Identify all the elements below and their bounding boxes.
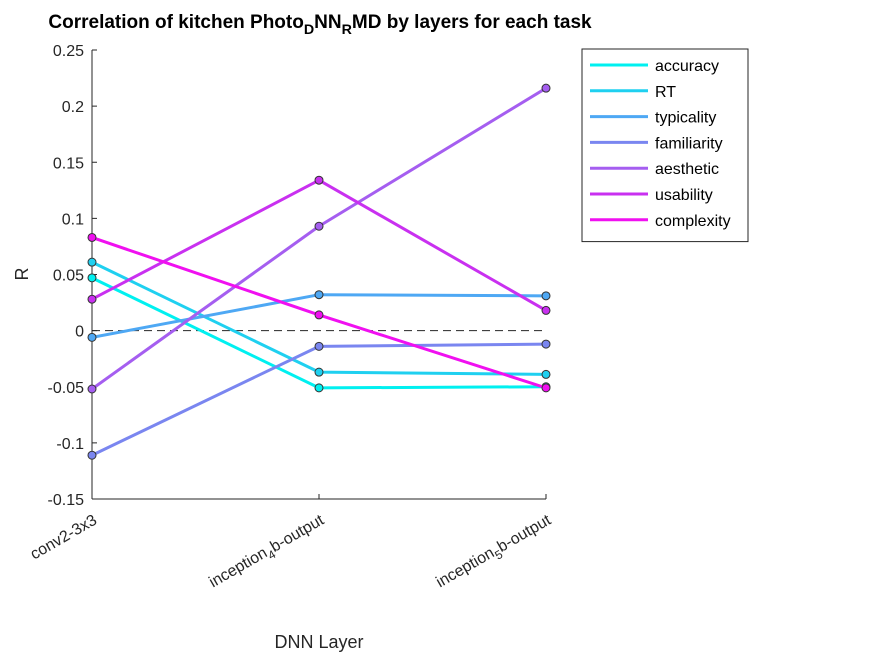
y-tick-label: 0.15 <box>53 155 84 172</box>
legend-label: complexity <box>655 213 731 230</box>
series-familiarity <box>87 339 551 460</box>
y-axis-label: R <box>12 268 32 281</box>
data-point <box>314 221 324 231</box>
data-point <box>87 257 97 267</box>
series-usability <box>87 175 551 315</box>
data-point <box>314 175 324 185</box>
data-point <box>541 83 551 93</box>
legend: accuracy RT typicality familiarity aesthetic… <box>581 48 749 243</box>
legend-item: complexity <box>590 213 731 230</box>
data-point <box>87 332 97 342</box>
x-axis-label: DNN Layer <box>274 632 363 652</box>
y-tick-label: -0.05 <box>48 380 85 397</box>
legend-label: familiarity <box>655 135 723 152</box>
data-point <box>87 273 97 283</box>
series-complexity <box>87 232 551 393</box>
legend-item: accuracy <box>590 58 719 75</box>
legend-item: familiarity <box>590 135 723 152</box>
series-line <box>91 342 547 457</box>
legend-label: RT <box>655 84 676 101</box>
chart-title: Correlation of kitchen PhotoDNNRMD by la… <box>48 12 592 38</box>
data-point <box>541 291 551 301</box>
y-tick-label: 0 <box>75 324 84 341</box>
data-point <box>314 383 324 393</box>
y-tick-label: -0.15 <box>48 492 85 509</box>
data-point <box>87 384 97 394</box>
series-RT <box>87 257 551 379</box>
x-tick-label: inception4b-output <box>206 511 329 594</box>
y-tick-label: 0.05 <box>53 268 84 285</box>
data-point <box>87 232 97 242</box>
y-tick-label: 0.25 <box>53 43 84 60</box>
data-point <box>314 290 324 300</box>
y-tick-label: 0.2 <box>62 99 84 116</box>
legend-label: accuracy <box>655 58 719 75</box>
legend-item: usability <box>590 187 713 204</box>
legend-box <box>581 48 749 243</box>
series-typicality <box>87 290 551 342</box>
data-point <box>314 310 324 320</box>
legend-item: RT <box>590 84 676 101</box>
series-aesthetic <box>87 83 551 394</box>
y-tick-label: -0.1 <box>56 436 84 453</box>
data-point <box>87 450 97 460</box>
series-layer <box>87 83 551 460</box>
data-point <box>314 341 324 351</box>
y-tick-label: 0.1 <box>62 211 84 228</box>
data-point <box>541 305 551 315</box>
data-point <box>87 294 97 304</box>
data-point <box>541 339 551 349</box>
legend-item: aesthetic <box>590 161 719 178</box>
legend-label: usability <box>655 187 713 204</box>
data-point <box>541 383 551 393</box>
legend-label: aesthetic <box>655 161 719 178</box>
data-point <box>314 367 324 377</box>
legend-label: typicality <box>655 110 716 127</box>
x-tick-label: conv2-3x3 <box>28 512 101 564</box>
legend-item: typicality <box>590 110 716 127</box>
x-axis-ticks: conv2-3x3 inception4b-output inception5b-o… <box>28 494 556 594</box>
data-point <box>541 369 551 379</box>
x-tick-label: inception5b-output <box>433 511 556 594</box>
y-axis-ticks: -0.15 -0.1 -0.05 0 0.05 0.1 0.15 0.2 0.25 <box>48 43 97 509</box>
